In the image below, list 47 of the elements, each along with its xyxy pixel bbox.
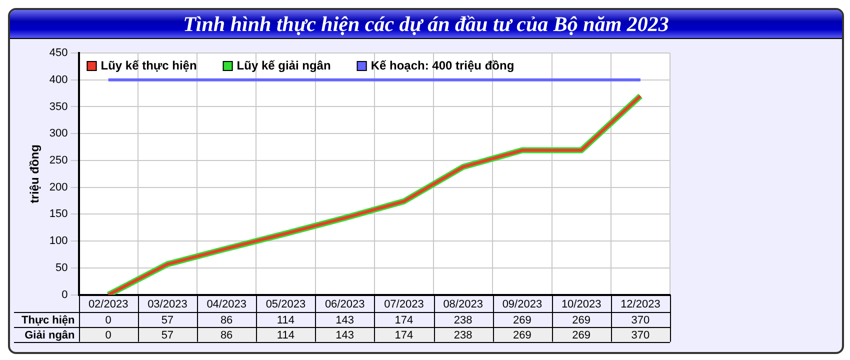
data-label: 238 [454, 329, 472, 342]
text: Giải ngân [24, 329, 76, 342]
y-tick-label: 100 [49, 235, 68, 248]
y-tick-label: 150 [49, 208, 68, 220]
x-tick-label: 12/2023 [620, 298, 660, 310]
data-label: 57 [161, 329, 174, 342]
legend-label: Lũy kế giải ngân [236, 58, 331, 72]
data-label: 370 [631, 329, 650, 342]
x-tick-label: 03/2023 [148, 298, 188, 310]
x-tick-label: 05/2023 [266, 298, 306, 310]
legend-label: Kế hoạch: 400 triệu đồng [370, 58, 514, 72]
data-label: 174 [394, 314, 414, 326]
data-label: 269 [513, 329, 532, 342]
y-tick-label: 350 [49, 100, 68, 113]
chart-title: Tình hình thực hiện các dự án đầu tư của Bộ năm 2023 [10, 10, 842, 39]
data-label: 86 [220, 329, 233, 342]
data-label: 114 [276, 314, 294, 326]
data-label: 269 [572, 329, 590, 342]
data-label: 238 [454, 314, 472, 326]
data-label: 174 [394, 329, 414, 342]
x-tick-label: 09/2023 [502, 298, 542, 310]
data-label: 114 [276, 329, 294, 342]
x-tick-label: 06/2023 [324, 298, 365, 310]
data-label: 0 [105, 329, 112, 342]
data-label: 0 [105, 314, 112, 326]
data-label: 143 [336, 329, 354, 342]
text: Thực hiện [22, 314, 76, 326]
y-axis-title: triệu đồng [28, 144, 42, 204]
x-tick-label: 10/2023 [561, 298, 602, 310]
x-tick-label: 07/2023 [384, 298, 424, 310]
data-label: 86 [220, 314, 233, 326]
y-tick-label: 300 [49, 128, 68, 140]
y-tick-label: 0 [62, 288, 68, 301]
x-tick-label: 02/2023 [88, 298, 128, 310]
x-tick-label: 04/2023 [206, 298, 246, 310]
data-label: 370 [631, 314, 650, 326]
data-label: 143 [336, 314, 354, 326]
y-tick-label: 50 [56, 262, 68, 274]
data-label: 269 [513, 314, 532, 326]
y-tick-label: 200 [49, 181, 68, 194]
y-tick-label: 400 [49, 74, 68, 86]
x-tick-label: 08/2023 [443, 298, 483, 310]
y-tick-label: 250 [49, 154, 68, 166]
data-label: 269 [572, 314, 590, 326]
y-tick-label: 450 [49, 47, 68, 60]
data-label: 57 [161, 314, 174, 326]
legend-label: Lũy kế thực hiện [100, 58, 197, 72]
